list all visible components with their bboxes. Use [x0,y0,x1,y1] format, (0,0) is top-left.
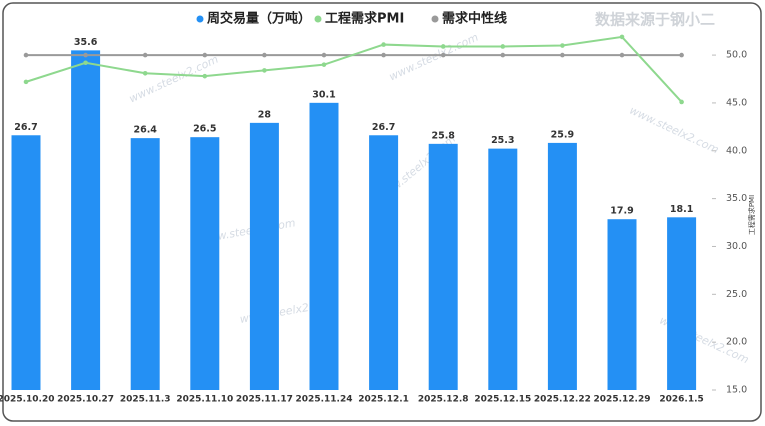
bar [488,148,518,390]
line [25,35,683,103]
y2-axis-label: 工程需求PMI [747,195,756,235]
bar [369,135,399,390]
line-point [262,52,267,58]
y2-tick-label: 40.0 [726,145,747,156]
data-label: 26.7 [14,122,37,133]
legend-marker [196,15,204,23]
source-note: 数据来源于钢小二 [595,11,715,29]
line-point [142,52,148,58]
y2-tick-label: 30.0 [726,241,747,252]
bar [11,135,41,390]
line-point [262,68,267,73]
line-point [23,52,29,58]
line-point [560,52,565,58]
x-tick-label: 2025.11.10 [176,395,233,405]
bar [428,143,458,390]
data-label: 30.1 [312,89,335,100]
x-tick-label: 2025.11.24 [296,395,353,405]
bar [309,102,339,391]
x-tick-label: 2025.12.22 [534,395,591,405]
bar [249,122,279,390]
line-point [23,79,29,85]
y2-tick-label: 35.0 [726,193,747,204]
y2-tick-label: 25.0 [726,289,747,300]
y2-tick-label: 15.0 [726,385,747,396]
data-label: 35.6 [74,37,98,48]
line-point [142,70,148,76]
line-point [381,42,386,47]
line-point [202,52,208,58]
x-tick-label: 2025.10.27 [57,395,114,405]
line-point [202,73,208,79]
line-point [83,52,88,58]
data-label: 26.5 [193,124,216,135]
x-tick-label: 2025.12.29 [594,395,651,405]
x-tick-label: 2025.11.17 [236,395,293,405]
y2-tick-label: 50.0 [726,50,747,61]
line-point [679,52,684,58]
line-point [83,60,88,66]
bar [667,217,697,390]
line-point [321,52,327,58]
bar [190,137,220,390]
x-tick-label: 2025.12.15 [474,395,531,405]
data-label: 25.3 [491,135,514,146]
x-tick-label: 2026.1.5 [659,395,703,405]
y2-tick-label: 20.0 [726,337,747,348]
bar [547,142,577,390]
data-label: 25.9 [551,129,574,140]
line-point [440,52,446,58]
legend-marker [314,15,322,23]
bar [607,219,637,390]
line-point [440,44,446,49]
data-label: 26.7 [372,122,395,133]
bar [130,138,160,390]
line-point [500,44,506,49]
line-point [500,52,506,58]
legend-label: 需求中性线 [442,11,507,27]
legend-label: 工程需求PMI [325,11,404,27]
y2-tick-label: 45.0 [726,97,747,108]
data-label: 26.4 [133,125,157,136]
line-point [381,52,386,58]
line-point [679,99,684,105]
line-point [560,43,565,48]
legend-marker [431,15,439,23]
bar [71,50,101,391]
x-tick-label: 2025.12.8 [418,395,469,405]
x-tick-label: 2025.12.1 [358,395,409,405]
legend-label: 周交易量（万吨） [207,11,311,27]
x-tick-label: 2025.10.20 [0,395,54,405]
line-point [619,34,625,40]
data-label: 18.1 [670,204,693,215]
line-point [321,62,327,67]
x-tick-label: 2025.11.3 [120,395,171,405]
line-point [619,52,625,58]
data-label: 17.9 [610,206,633,217]
data-label: 25.8 [431,130,455,141]
data-label: 28 [258,109,272,120]
